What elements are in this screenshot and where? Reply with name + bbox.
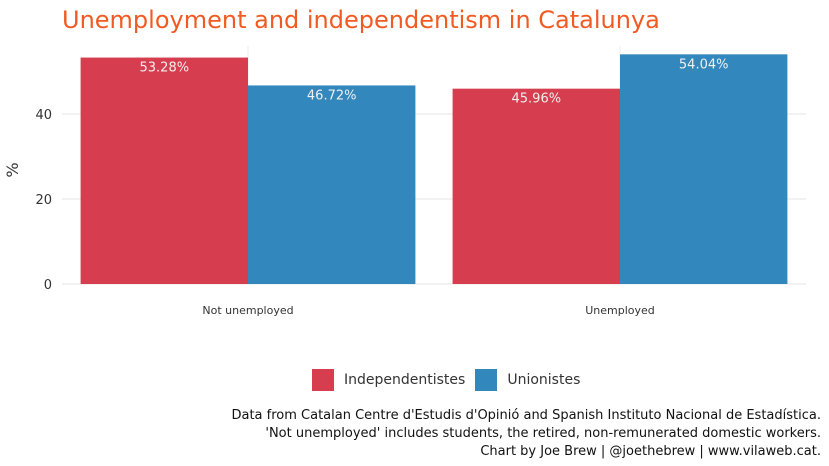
y-tick-label-20: 20: [35, 193, 52, 208]
y-tick-label-0: 0: [44, 278, 52, 293]
caption-line-credit: Chart by Joe Brew | @joethebrew | www.vi…: [480, 444, 821, 459]
y-tick-label-40: 40: [35, 108, 52, 123]
legend-item-unionistes: Unionistes: [475, 369, 580, 391]
data-label-unionistes-0: 46.72%: [307, 88, 357, 103]
caption-line-source: Data from Catalan Centre d'Estudis d'Opi…: [231, 408, 821, 423]
legend-item-independentistes: Independentistes: [312, 369, 465, 391]
legend-swatch-unionistes: [475, 369, 498, 391]
bar-unionistes-1: [620, 54, 788, 284]
y-axis-label: %: [3, 162, 22, 177]
data-label-independentistes-0: 53.28%: [140, 61, 190, 76]
data-label-unionistes-1: 54.04%: [679, 57, 729, 72]
data-label-independentistes-1: 45.96%: [512, 92, 562, 107]
bar-independentistes-0: [80, 57, 248, 285]
bar-independentistes-1: [452, 88, 620, 284]
caption: Data from Catalan Centre d'Estudis d'Opi…: [231, 407, 821, 461]
legend: Independentistes Unionistes: [312, 369, 590, 391]
bar-unionistes-0: [248, 85, 416, 284]
x-tick-label-1: Unemployed: [585, 304, 655, 317]
chart-title: Unemployment and independentism in Catal…: [62, 6, 660, 34]
legend-swatch-independentistes: [312, 369, 334, 391]
bar-chart: 53.28% 46.72% Not unemployed 45.96% 54.04% Un…: [3, 46, 806, 317]
legend-label-unionistes: Unionistes: [507, 372, 581, 388]
caption-line-note: 'Not unemployed' includes students, the …: [265, 426, 821, 441]
x-tick-label-0: Not unemployed: [202, 304, 293, 317]
legend-label-independentistes: Independentistes: [344, 372, 466, 388]
